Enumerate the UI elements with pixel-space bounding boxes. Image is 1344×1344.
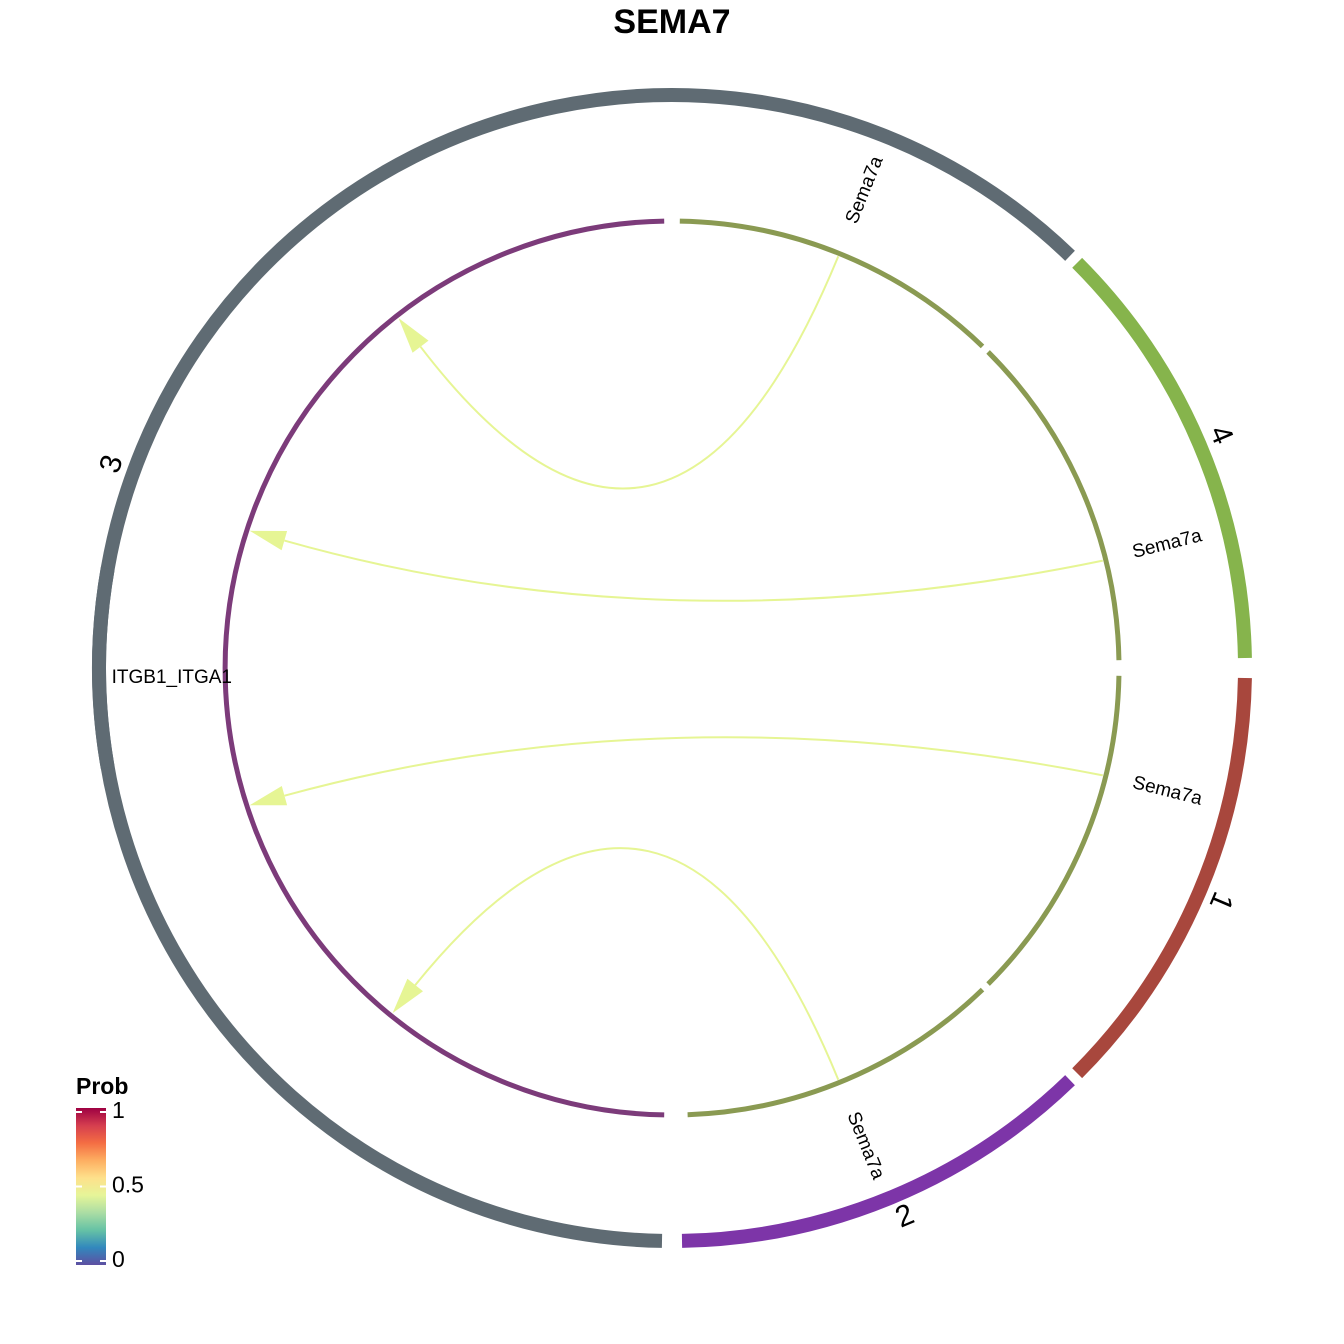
link-1-to-3-3: [284, 736, 1103, 797]
sender-track-arc-2: [986, 350, 1122, 661]
sector-label-2: 2: [891, 1198, 919, 1235]
receiver-track-arc: [222, 218, 665, 1118]
gene-label-sender-3: Sema7a: [1130, 772, 1204, 810]
legend-tick-label-2: 0.5: [112, 1172, 144, 1198]
legend-tick-label-3: 0: [112, 1246, 125, 1272]
sector-label-3: 3: [93, 451, 130, 477]
sender-track-arc-1: [679, 218, 985, 349]
interaction-links: [249, 255, 1104, 1081]
sender-track-arc-4: [687, 987, 985, 1118]
gene-label-sender-4: Sema7a: [843, 1109, 889, 1183]
gene-label-sender-2: Sema7a: [1130, 525, 1204, 563]
sender-track-arc-3: [986, 675, 1122, 986]
link-4-to-3-1: [419, 255, 840, 490]
link-2-to-3-4: [414, 847, 840, 1081]
legend-title: Prob: [76, 1073, 128, 1099]
sector-arc-1: [1072, 677, 1252, 1079]
sector-label-4: 4: [1203, 421, 1240, 449]
sector-arc-2: [681, 1075, 1075, 1248]
sector-arc-3: [92, 88, 1075, 1248]
outer-sector-ring: [92, 88, 1252, 1248]
link-4-to-3-2: [284, 539, 1104, 602]
sector-arc-4: [1072, 257, 1252, 659]
link-arrowhead-1: [398, 318, 429, 353]
gene-label-sender-1: Sema7a: [842, 153, 888, 227]
legend-tick-label-1: 1: [112, 1097, 125, 1123]
receiver-label-mask: [0, 660, 92, 696]
sector-arc-3-overlay: [92, 567, 115, 769]
diagram-labels: 1 2 3 4 Sema7a Sema7a Sema7a Sema7a ITGB1_ITGA1: [0, 153, 1240, 1235]
gene-label-receiver: ITGB1_ITGA1: [112, 667, 232, 688]
chart-title: SEMA7: [613, 3, 731, 41]
link-arrowhead-2: [249, 530, 288, 551]
sector-label-1: 1: [1203, 887, 1240, 915]
link-arrowhead-3: [249, 786, 288, 806]
link-arrowhead-4: [392, 978, 423, 1014]
inner-gene-track: [222, 218, 1122, 1118]
